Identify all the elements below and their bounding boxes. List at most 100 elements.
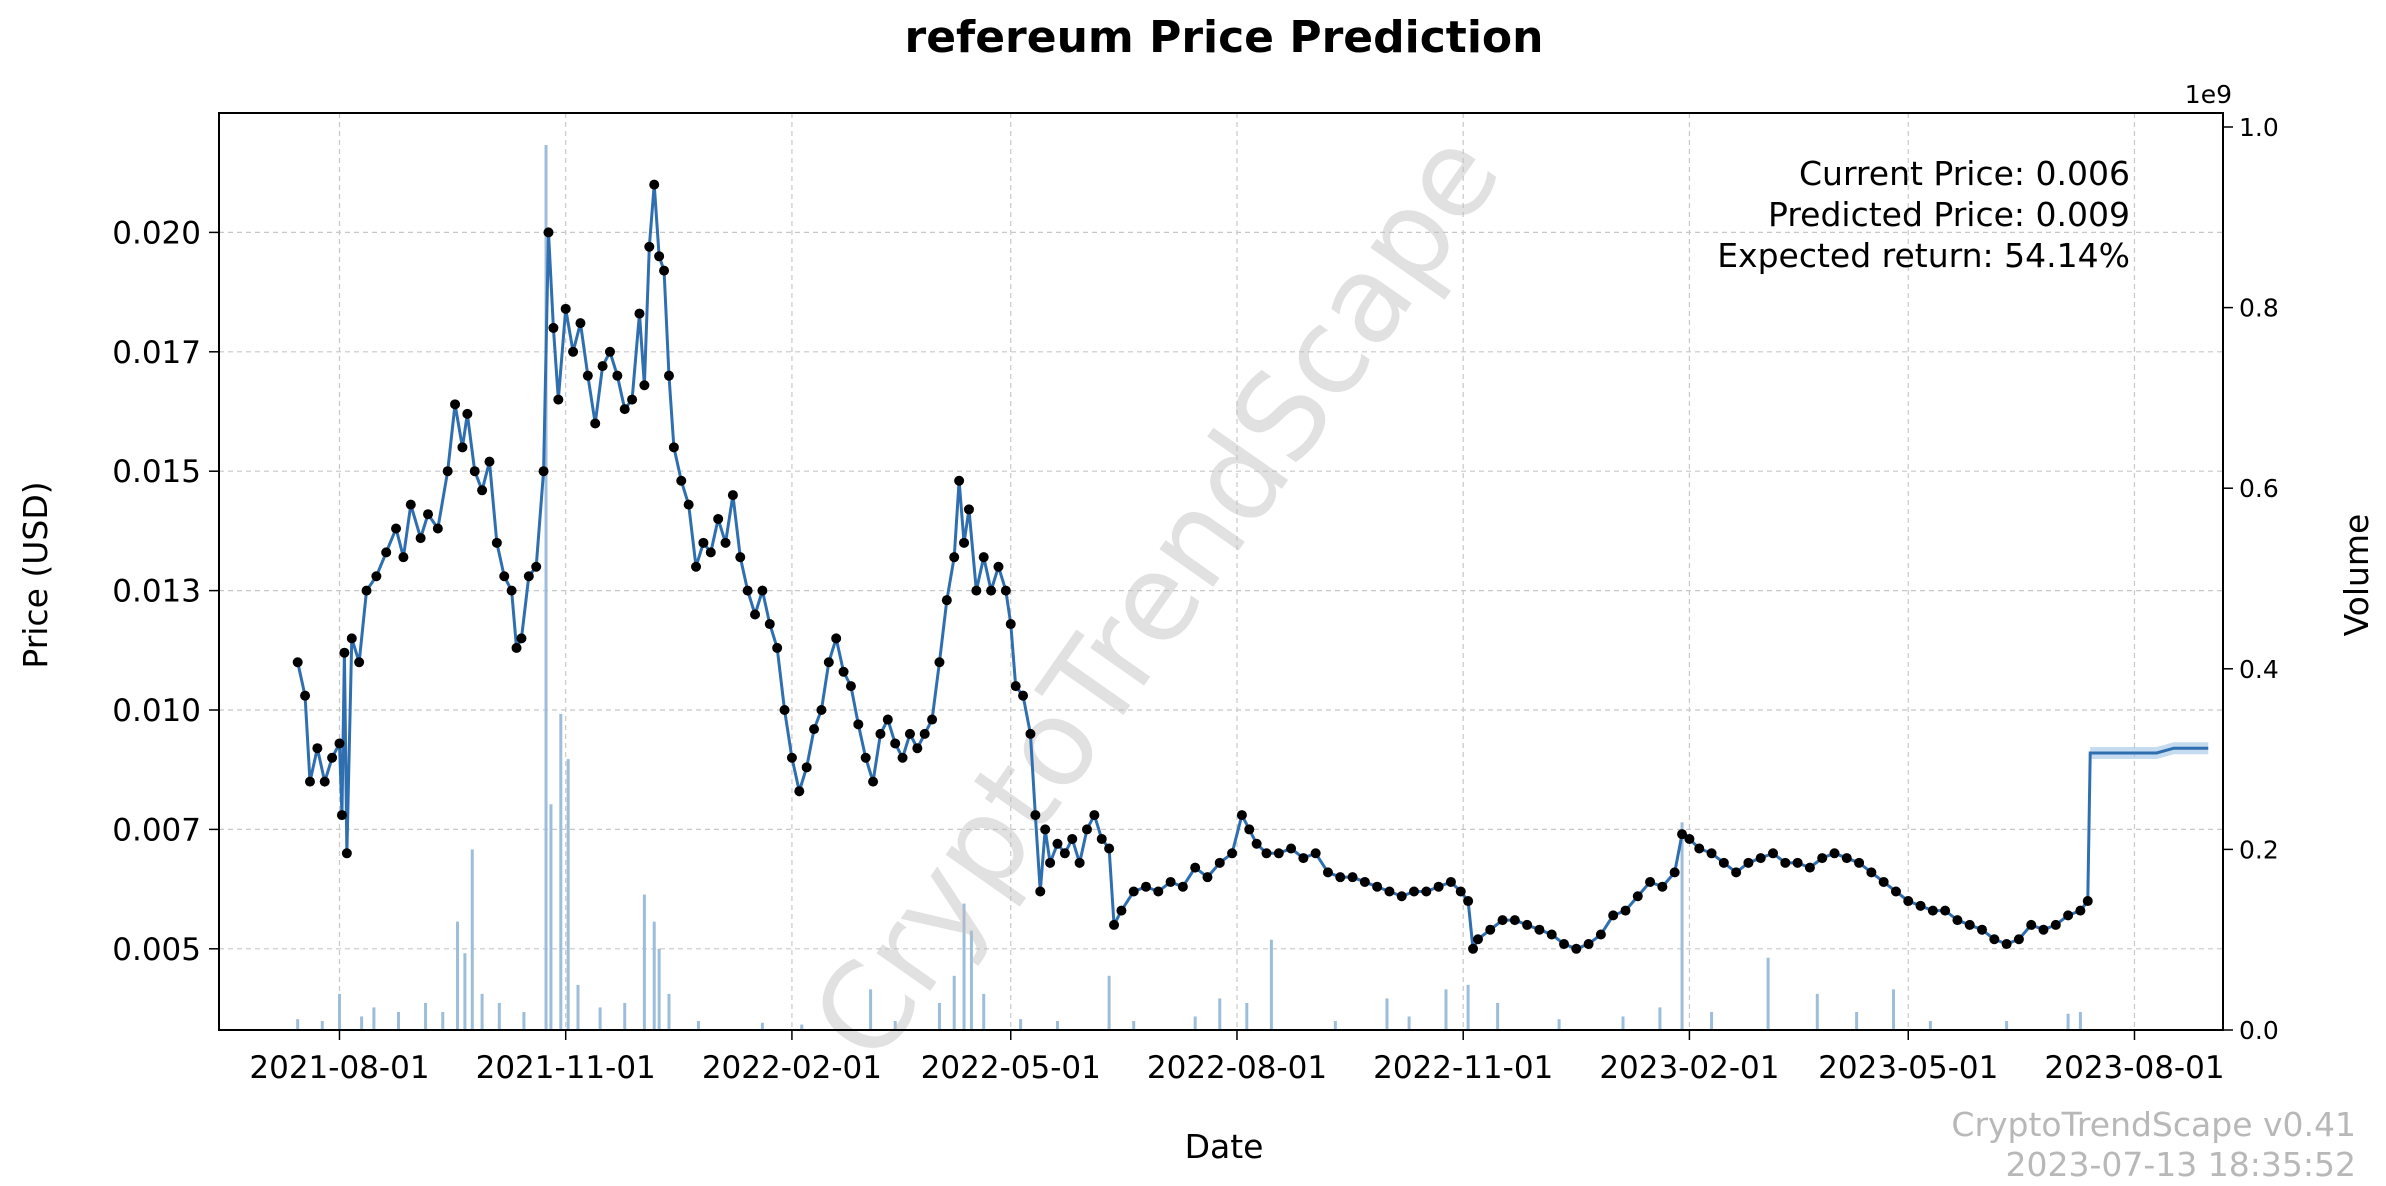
price-point xyxy=(1657,881,1668,892)
volume-bar xyxy=(480,993,484,1030)
x-tick-label: 2023-08-01 xyxy=(2044,1050,2224,1086)
price-point xyxy=(1940,905,1951,916)
x-tick-label: 2021-11-01 xyxy=(476,1050,656,1086)
price-point xyxy=(499,571,510,582)
price-point xyxy=(415,533,426,544)
price-point xyxy=(1804,862,1815,873)
volume-bar xyxy=(1269,939,1273,1030)
price-point xyxy=(986,585,997,596)
price-point xyxy=(457,442,468,453)
volume-bar xyxy=(360,1016,364,1030)
price-point xyxy=(1227,848,1238,859)
volume-bar xyxy=(598,1007,602,1030)
price-point xyxy=(644,241,655,252)
price-point xyxy=(627,394,638,405)
price-point xyxy=(371,571,382,582)
price-point xyxy=(491,537,502,548)
price-point xyxy=(831,633,842,644)
predicted-price-annotation: Predicted Price: 0.009 xyxy=(1768,195,2130,234)
volume-bar xyxy=(869,989,873,1030)
price-point xyxy=(432,523,443,534)
price-point xyxy=(1472,934,1483,945)
price-point xyxy=(1583,939,1594,950)
price-point xyxy=(1829,848,1840,859)
volume-bar xyxy=(1928,1020,1932,1030)
price-point xyxy=(381,547,392,558)
price-point xyxy=(816,705,827,716)
y-tick-label: 0.020 xyxy=(112,215,201,251)
volume-bar xyxy=(559,713,563,1030)
price-point xyxy=(327,752,338,763)
y-tick-label: 0.013 xyxy=(112,574,201,610)
volume-bar xyxy=(937,1002,941,1030)
price-point xyxy=(1964,919,1975,930)
price-point xyxy=(1335,872,1346,883)
current-price-annotation: Current Price: 0.006 xyxy=(1799,154,2130,193)
volume-bar xyxy=(497,1002,501,1030)
price-point xyxy=(1645,876,1656,887)
volume-bar xyxy=(549,804,553,1030)
price-point xyxy=(346,633,357,644)
volume-bar xyxy=(1658,1007,1662,1030)
y2-tick-label: 0.8 xyxy=(2239,294,2279,323)
price-point xyxy=(663,370,674,381)
y2-offset-label: 1e9 xyxy=(2185,80,2232,109)
price-point xyxy=(1497,915,1508,926)
price-point xyxy=(860,752,871,763)
price-point xyxy=(361,585,372,596)
price-point xyxy=(319,776,330,787)
price-point xyxy=(391,523,402,534)
price-point xyxy=(477,485,488,496)
price-point xyxy=(341,848,352,859)
price-point xyxy=(735,552,746,563)
price-point xyxy=(1927,905,1938,916)
price-point xyxy=(1706,848,1717,859)
price-point xyxy=(1768,848,1779,859)
y-tick-label: 0.010 xyxy=(112,693,201,729)
price-point xyxy=(1273,848,1284,859)
volume-bar xyxy=(2005,1020,2009,1030)
price-point xyxy=(912,743,923,754)
volume-bar xyxy=(642,894,646,1030)
price-point xyxy=(786,752,797,763)
volume-bar xyxy=(296,1019,300,1030)
x-tick-label: 2022-08-01 xyxy=(1147,1050,1327,1086)
price-point xyxy=(398,552,409,563)
price-point xyxy=(339,647,350,658)
x-tick-label: 2023-05-01 xyxy=(1818,1050,1998,1086)
price-point xyxy=(1141,881,1152,892)
x-tick-label: 2023-02-01 xyxy=(1599,1050,1779,1086)
price-point xyxy=(1165,876,1176,887)
y-tick-label: 0.005 xyxy=(112,932,201,968)
volume-bar xyxy=(657,948,661,1030)
price-point xyxy=(927,714,938,725)
x-axis-ticks: 2021-08-01 2021-11-01 2022-02-01 2022-05-01… xyxy=(249,1030,2225,1086)
price-point xyxy=(649,179,660,190)
price-point xyxy=(1081,824,1092,835)
volume-bar xyxy=(1496,1002,1500,1030)
price-point xyxy=(304,776,315,787)
y-axis-label: Price (USD) xyxy=(16,481,55,668)
price-point xyxy=(2063,910,2074,921)
volume-bar xyxy=(320,1020,324,1030)
price-point xyxy=(511,642,522,653)
price-point xyxy=(1040,824,1051,835)
price-point xyxy=(1915,900,1926,911)
price-point xyxy=(553,394,564,405)
price-point xyxy=(543,227,554,238)
price-point xyxy=(612,370,623,381)
volume-bar xyxy=(1766,957,1770,1030)
forecast-line xyxy=(2086,746,2209,902)
price-point xyxy=(838,666,849,677)
price-point xyxy=(868,776,879,787)
price-point xyxy=(1455,886,1466,897)
price-point xyxy=(845,681,856,692)
volume-bar xyxy=(522,1011,526,1030)
price-point xyxy=(779,705,790,716)
price-point xyxy=(853,719,864,730)
price-point xyxy=(1347,872,1358,883)
price-point xyxy=(538,466,549,477)
price-point xyxy=(1743,857,1754,868)
volume-bar xyxy=(2078,1011,2082,1030)
volume-bar xyxy=(952,975,956,1030)
